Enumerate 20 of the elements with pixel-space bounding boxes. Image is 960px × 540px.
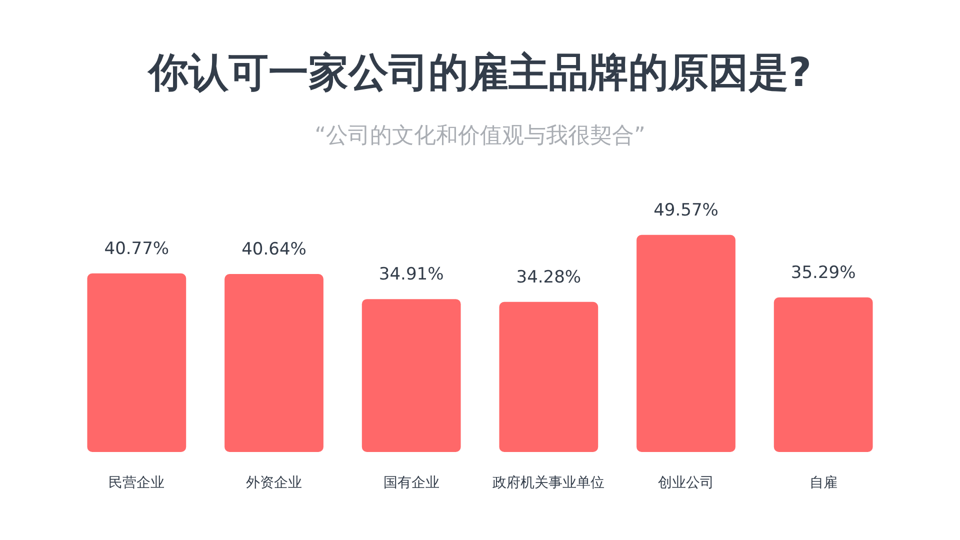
bar bbox=[87, 273, 186, 452]
data-label: 34.91% bbox=[378, 264, 444, 285]
chart-title: 你认可一家公司的雇主品牌的原因是? bbox=[146, 50, 812, 96]
bar bbox=[499, 302, 598, 452]
x-tick-label: 创业公司 bbox=[658, 475, 714, 491]
data-label: 40.77% bbox=[104, 238, 170, 259]
x-tick-label: 外资企业 bbox=[246, 475, 302, 491]
x-tick-label: 自雇 bbox=[809, 475, 838, 491]
bar bbox=[224, 274, 324, 452]
x-tick-label: 政府机关事业单位 bbox=[492, 475, 605, 491]
bar bbox=[362, 299, 461, 452]
data-label: 35.29% bbox=[790, 262, 856, 283]
chart-subtitle: “公司的文化和价值观与我很契合” bbox=[314, 124, 646, 148]
bar bbox=[636, 234, 736, 452]
x-tick-label: 民营企业 bbox=[108, 475, 165, 491]
x-tick-label: 国有企业 bbox=[383, 475, 440, 491]
bar bbox=[774, 297, 873, 452]
data-label: 34.28% bbox=[516, 267, 582, 288]
data-label: 49.57% bbox=[654, 200, 718, 220]
data-label: 40.64% bbox=[242, 239, 306, 260]
